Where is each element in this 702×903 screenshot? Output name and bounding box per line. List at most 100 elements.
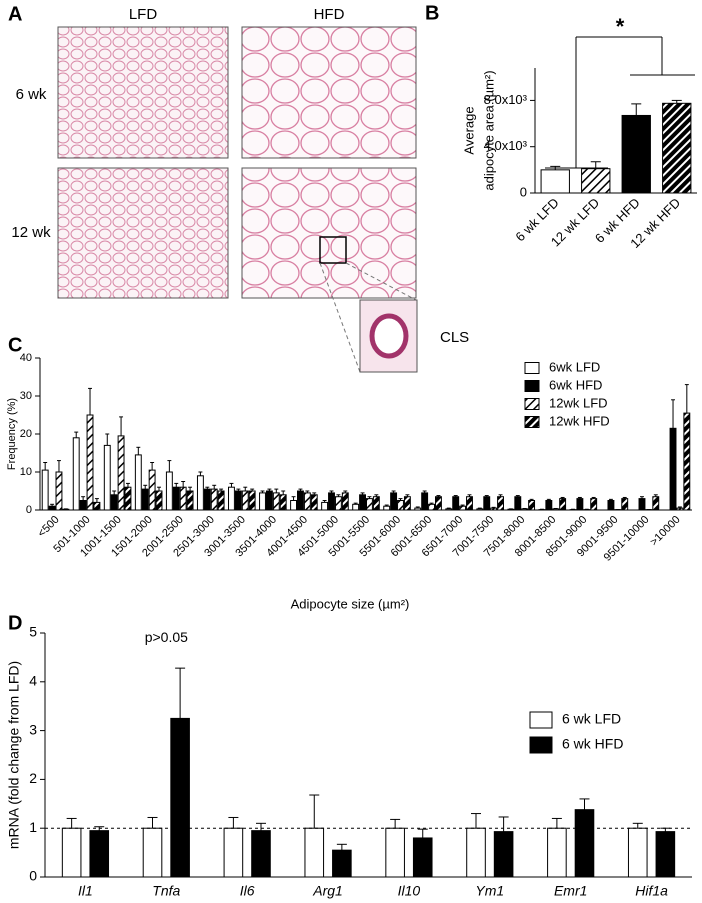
bar (297, 490, 304, 511)
annotation: * (616, 14, 625, 39)
zoom-line (319, 262, 361, 373)
micrograph (241, 167, 417, 299)
zoom-line (345, 262, 417, 301)
bar (103, 444, 111, 511)
bar (434, 496, 442, 511)
y-tick-label: 40 (20, 352, 32, 364)
panel-letter: A (8, 3, 22, 25)
bar (514, 496, 522, 511)
bar (528, 500, 536, 511)
y-tick-label: 2 (29, 770, 37, 786)
bar (359, 494, 366, 511)
bar (117, 435, 125, 511)
bar (341, 492, 349, 511)
bar (497, 496, 504, 511)
legend-swatch (524, 398, 540, 410)
bar (521, 508, 529, 511)
legend-swatch (529, 736, 553, 754)
bar (321, 501, 329, 511)
bar (148, 469, 156, 511)
bar (179, 486, 187, 511)
bar (445, 508, 453, 511)
bar (334, 496, 342, 511)
bar (545, 500, 553, 511)
annotation: p>0.05 (145, 629, 188, 645)
bar (540, 169, 570, 194)
bar (86, 414, 94, 511)
bar (669, 427, 677, 511)
bar (241, 490, 249, 511)
column-label: HFD (314, 6, 345, 23)
micrograph (241, 26, 417, 159)
bar (397, 500, 404, 511)
bar (383, 505, 391, 511)
bar (662, 102, 692, 194)
bar (41, 469, 49, 511)
y-tick-label: 8.0x10³ (484, 92, 528, 107)
bar (48, 505, 56, 511)
x-tick-label: Tnfa (152, 883, 180, 899)
bar (259, 492, 266, 511)
row-label: 6 wk (16, 86, 47, 103)
panel-letter: D (8, 612, 22, 634)
legend-swatch (524, 416, 540, 428)
bar (290, 500, 298, 511)
x-tick-label: >10000 (648, 514, 683, 549)
bar (89, 830, 110, 878)
y-tick-label: 5 (29, 624, 37, 640)
bar (141, 488, 149, 511)
bar (574, 809, 595, 878)
panel-letter: B (425, 2, 439, 24)
bar (493, 831, 514, 878)
legend-label: 6 wk HFD (562, 736, 623, 752)
bar (466, 496, 473, 511)
y-tick-label: 1 (29, 819, 37, 835)
bar (412, 837, 433, 878)
bar (186, 490, 194, 511)
bar (61, 827, 82, 878)
bar (576, 498, 584, 511)
y-tick-label: 3 (29, 721, 37, 737)
bar (155, 490, 163, 511)
y-tick-label: 4.0x10³ (484, 138, 528, 153)
bar (428, 503, 435, 511)
bar (559, 498, 567, 511)
y-axis-label: Average (461, 106, 476, 154)
legend-swatch (529, 711, 553, 729)
y-tick-label: 0 (29, 868, 37, 884)
y-tick-label: 30 (20, 390, 32, 402)
y-tick-label: 0 (26, 504, 32, 516)
bar (476, 508, 484, 511)
bar (414, 507, 422, 511)
bar (62, 508, 70, 511)
bar (547, 827, 567, 878)
row-label: 12 wk (11, 224, 51, 241)
bar (421, 492, 429, 511)
bar (79, 500, 87, 511)
bar (223, 827, 244, 878)
legend-label: 6wk HFD (549, 377, 602, 392)
micrograph (57, 26, 229, 159)
column-label: LFD (129, 6, 158, 23)
x-axis-label: Adipocyte size (µm²) (291, 596, 410, 611)
bar (459, 505, 467, 511)
bar (210, 488, 218, 511)
x-tick-label: Il6 (240, 883, 255, 899)
bar (483, 496, 491, 511)
legend-swatch (524, 362, 540, 374)
bar (352, 503, 360, 511)
bar (655, 831, 676, 878)
bar (652, 496, 660, 511)
bar (552, 508, 560, 511)
y-axis-label: mRNA (fold change from LFD) (6, 661, 22, 849)
bar (366, 498, 373, 511)
bar (385, 827, 405, 878)
x-tick-label: Ym1 (475, 883, 504, 899)
bar (165, 471, 173, 511)
bar (72, 437, 80, 511)
bar (638, 498, 646, 511)
inset-label: CLS (440, 329, 469, 346)
bar (683, 412, 691, 511)
y-axis-label: Frequency (%) (6, 398, 18, 470)
x-tick-label: <500 (36, 514, 62, 540)
